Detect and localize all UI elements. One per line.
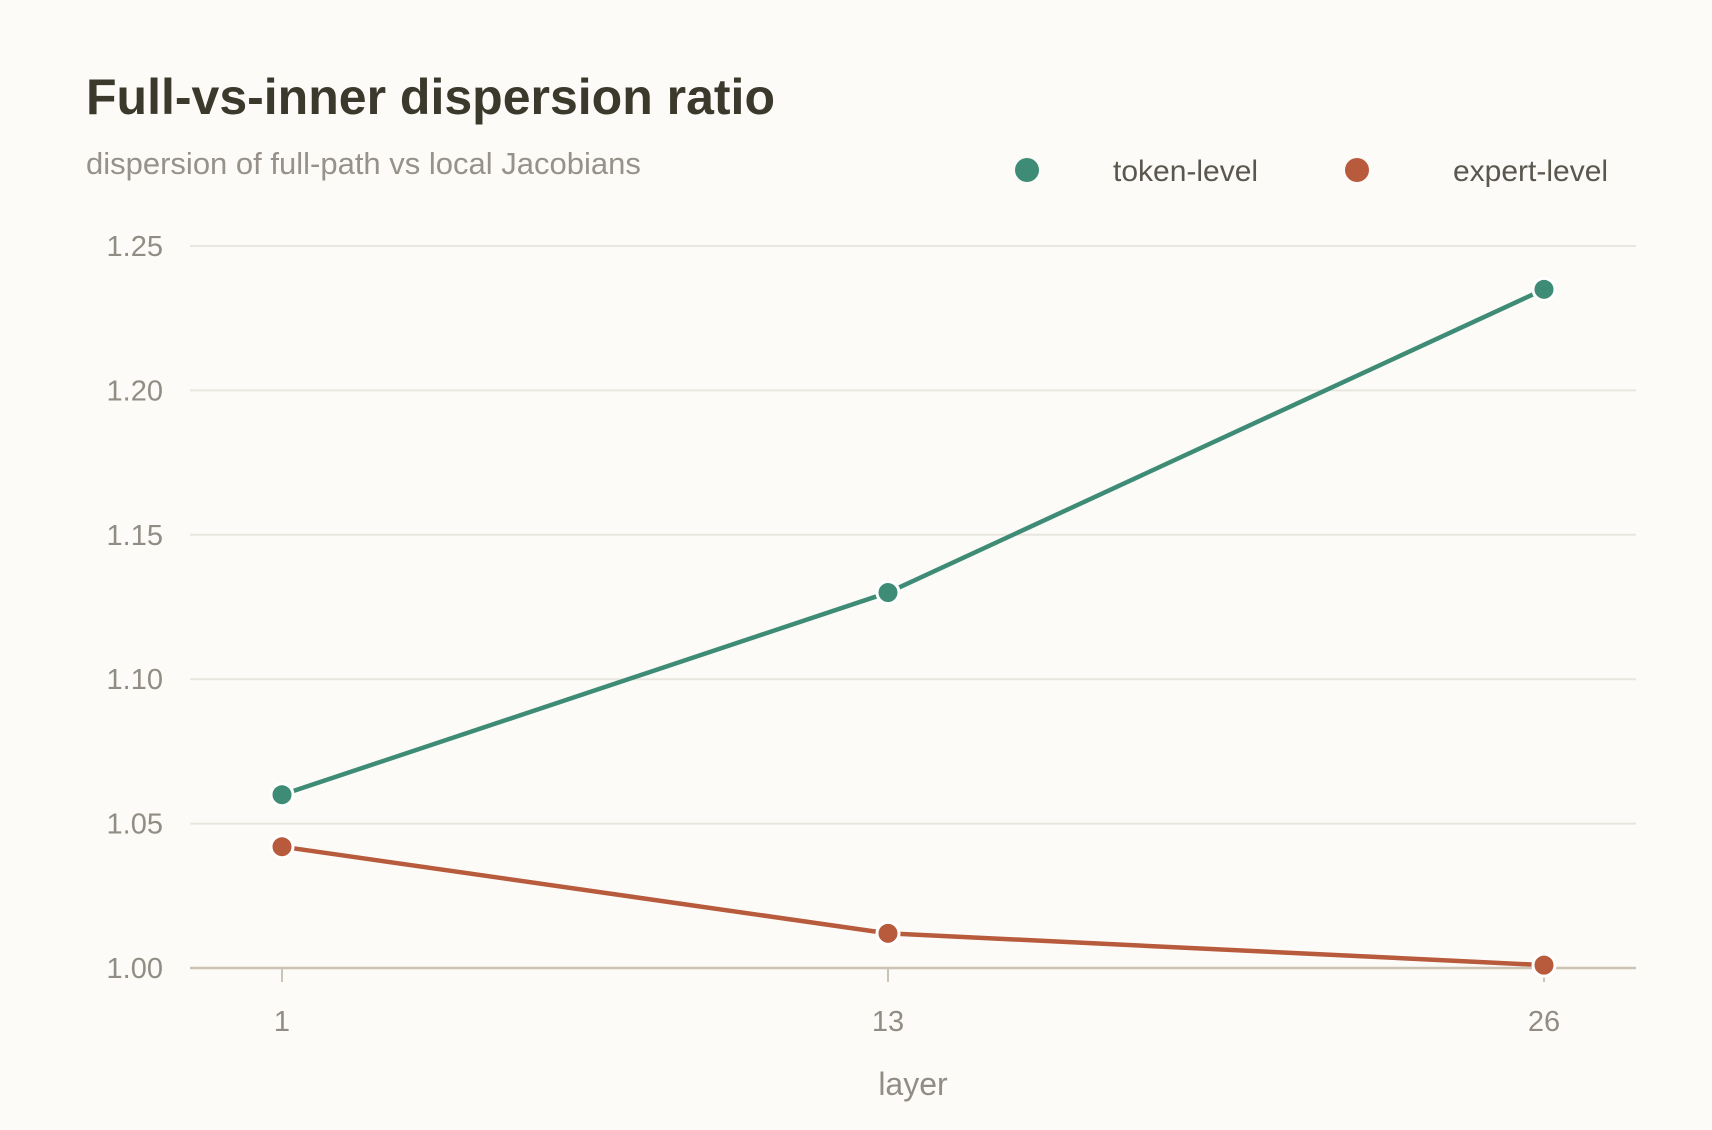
chart-subtitle: dispersion of full-path vs local Jacobia… — [86, 146, 641, 181]
series-line-token-level — [279, 287, 1547, 797]
data-point-token-level — [875, 580, 901, 606]
legend-label-expert-level: expert-level — [1453, 155, 1608, 188]
chart-title: Full-vs-inner dispersion ratio — [86, 69, 775, 125]
series-line-expert-level — [279, 844, 1547, 968]
data-point-token-level — [1531, 276, 1557, 302]
x-tick-label: 26 — [1528, 1006, 1560, 1038]
y-tick-label: 1.00 — [107, 953, 163, 985]
x-tick-label: 1 — [274, 1006, 290, 1038]
y-tick-label: 1.10 — [107, 664, 163, 696]
y-axis-ticks: 1.00 1.05 1.10 1.15 1.20 1.25 — [107, 231, 163, 985]
legend-label-token-level: token-level — [1113, 155, 1258, 188]
data-point-expert-level — [269, 834, 295, 860]
legend-marker-expert-level — [1345, 158, 1369, 182]
y-tick-label: 1.15 — [107, 520, 163, 552]
x-axis-title: layer — [878, 1066, 948, 1102]
legend: token-level expert-level — [1015, 155, 1608, 188]
data-point-token-level — [269, 782, 295, 808]
x-tick-label: 13 — [872, 1006, 904, 1038]
y-tick-label: 1.25 — [107, 231, 163, 263]
grid — [190, 245, 1636, 970]
legend-marker-token-level — [1015, 158, 1039, 182]
data-point-expert-level — [875, 920, 901, 946]
data-point-expert-level — [1531, 952, 1557, 978]
series-points — [269, 276, 1557, 978]
y-tick-label: 1.05 — [107, 809, 163, 841]
y-tick-label: 1.20 — [107, 375, 163, 407]
x-axis-ticks: 1 13 26 — [274, 968, 1560, 1038]
